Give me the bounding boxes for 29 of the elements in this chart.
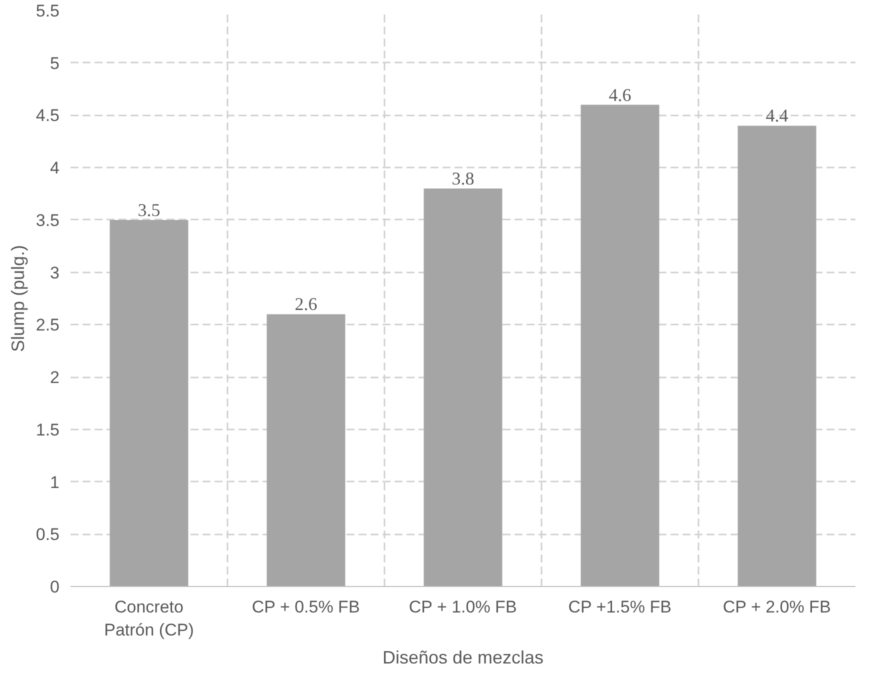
y-tick-label: 1 (50, 472, 60, 492)
y-axis-title: Slump (pulg.) (8, 244, 28, 352)
y-tick-label: 3 (50, 263, 60, 282)
y-tick-label: 4.5 (36, 106, 60, 126)
x-tick-label: Concreto Patrón (CP) (104, 598, 194, 640)
bar (580, 104, 660, 586)
y-tick-label: 3.5 (36, 210, 60, 230)
bar (266, 314, 346, 586)
y-tick-label: 2.5 (36, 316, 60, 335)
data-label: 2.6 (294, 294, 318, 314)
x-tick-label: CP + 1.0% FB (408, 598, 517, 616)
x-tick-label: CP +1.5% FB (568, 598, 672, 616)
data-label: 3.8 (452, 168, 474, 189)
y-tick-label: 5 (50, 54, 60, 73)
bar (424, 188, 502, 586)
data-label: 3.5 (138, 200, 160, 220)
data-label: 4.4 (766, 106, 788, 126)
y-tick-label: 0 (50, 578, 60, 596)
x-tick-label: CP + 2.0% FB (722, 598, 831, 616)
y-tick-label: 5.5 (36, 2, 60, 20)
y-tick-label: 4 (50, 158, 60, 178)
y-tick-label: 0.5 (36, 525, 60, 544)
x-axis-title: Diseños de mezclas (382, 647, 544, 668)
y-tick-label: 1.5 (36, 420, 60, 440)
y-tick-label: 2 (50, 368, 60, 388)
bar (738, 126, 816, 586)
data-label: 4.6 (608, 84, 632, 105)
bar (110, 220, 188, 586)
x-tick-label: CP + 0.5% FB (252, 598, 360, 616)
